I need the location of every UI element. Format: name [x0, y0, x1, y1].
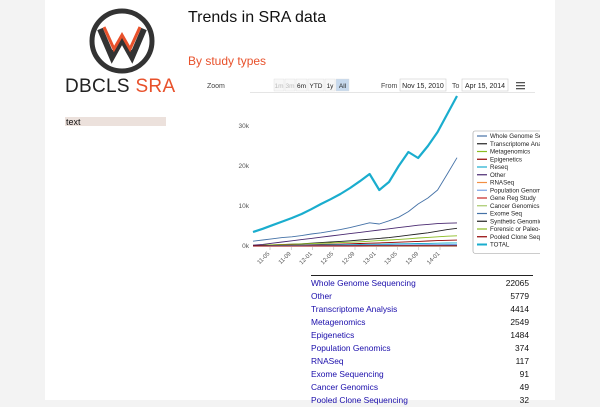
series-lines [253, 96, 457, 246]
x-tick-label: 14-01 [426, 251, 442, 266]
page-container: DBCLS SRA Trends in SRA data By study ty… [45, 0, 555, 400]
from-date-input[interactable]: Nov 15, 2010 [402, 83, 444, 90]
study-type-link[interactable]: Pooled Clone Sequencing [311, 394, 487, 407]
brand-name-part2: SRA [135, 76, 175, 97]
study-type-count: 117 [487, 355, 533, 368]
study-type-count: 4414 [487, 303, 533, 316]
study-type-link[interactable]: Exome Sequencing [311, 368, 487, 381]
menu-icon[interactable] [516, 82, 525, 89]
x-tick-label: 12-05 [320, 251, 336, 266]
study-type-count: 1484 [487, 329, 533, 342]
legend-item[interactable]: RNASeq [490, 180, 515, 187]
y-tick-label: 20k [239, 163, 250, 170]
zoom-button-label: 6m [297, 83, 306, 90]
zoom-button-label: 3m [285, 83, 294, 90]
x-tick-label: 12-01 [299, 251, 315, 266]
legend-item[interactable]: TOTAL [490, 242, 510, 249]
legend-item[interactable]: Whole Genome Seq [490, 133, 540, 140]
y-tick-label: 10k [239, 203, 250, 210]
section-title: By study types [188, 54, 266, 68]
sidebar-text-input[interactable] [65, 117, 166, 126]
study-type-count: 91 [487, 368, 533, 381]
to-date-input[interactable]: Apr 15, 2014 [465, 83, 505, 90]
x-tick-label: 13-09 [405, 251, 421, 266]
study-type-link[interactable]: Transcriptome Analysis [311, 303, 487, 316]
zoom-button-label: All [339, 83, 347, 90]
zoom-button-label: 1m [274, 83, 283, 90]
zoom-button-label: YTD [310, 83, 323, 90]
legend-item[interactable]: Exome Seq [490, 211, 523, 218]
zoom-button-label: 1y [327, 83, 335, 90]
from-label: From [381, 83, 398, 90]
zoom-label: Zoom [207, 83, 225, 90]
study-type-count: 5779 [487, 290, 533, 303]
series-line-whole-genome-seq [253, 158, 457, 242]
study-type-count: 49 [487, 381, 533, 394]
study-type-link[interactable]: RNASeq [311, 355, 487, 368]
x-tick-label: 11-05 [257, 251, 272, 266]
study-type-link[interactable]: Epigenetics [311, 329, 487, 342]
x-tick-label: 13-01 [363, 251, 379, 266]
to-label: To [452, 83, 460, 90]
legend-item[interactable]: Reseq [490, 164, 508, 171]
legend-item[interactable]: Gene Reg Study [490, 195, 537, 202]
study-type-link[interactable]: Population Genomics [311, 342, 487, 355]
legend-item[interactable]: Metagenomics [490, 149, 530, 156]
x-axis-ticks: 11-05 11-09 12-01 12-05 12-09 13-01 13-05 13-09… [257, 247, 442, 266]
legend-item[interactable]: Synthetic Genomics [490, 218, 540, 225]
legend-item[interactable]: Epigenetics [490, 156, 522, 163]
brand-name: DBCLS SRA [65, 76, 175, 98]
legend-item[interactable]: Transcriptome Analysis [490, 141, 540, 148]
legend-item[interactable]: Pooled Clone Seq [490, 234, 540, 241]
y-tick-label: 0k [242, 243, 250, 250]
study-type-link[interactable]: Metagenomics [311, 316, 487, 329]
chart-legend: Whole Genome SeqTranscriptome AnalysisMe… [473, 131, 540, 253]
x-tick-label: 12-09 [341, 251, 357, 266]
legend-item[interactable]: Forensic or Paleo-genomics [490, 226, 540, 233]
study-type-link[interactable]: Other [311, 290, 487, 303]
legend-item[interactable]: Other [490, 172, 505, 179]
study-type-count: 32 [487, 394, 533, 407]
study-type-count: 374 [487, 342, 533, 355]
y-tick-label: 30k [239, 123, 250, 130]
x-tick-label: 11-09 [278, 251, 293, 266]
brand-name-part1: DBCLS [65, 76, 130, 97]
study-type-link[interactable]: Whole Genome Sequencing [311, 276, 487, 291]
legend-item[interactable]: Population Genomics [490, 187, 540, 194]
study-type-link[interactable]: Cancer Genomics [311, 381, 487, 394]
study-type-count: 22065 [487, 276, 533, 291]
series-line-total [253, 96, 457, 232]
page-title: Trends in SRA data [188, 9, 326, 27]
legend-item[interactable]: Cancer Genomics [490, 203, 540, 210]
study-type-count: 2549 [487, 316, 533, 329]
y-axis-ticks: 0k 10k 20k 30k [239, 123, 250, 250]
x-tick-label: 13-05 [384, 251, 400, 266]
